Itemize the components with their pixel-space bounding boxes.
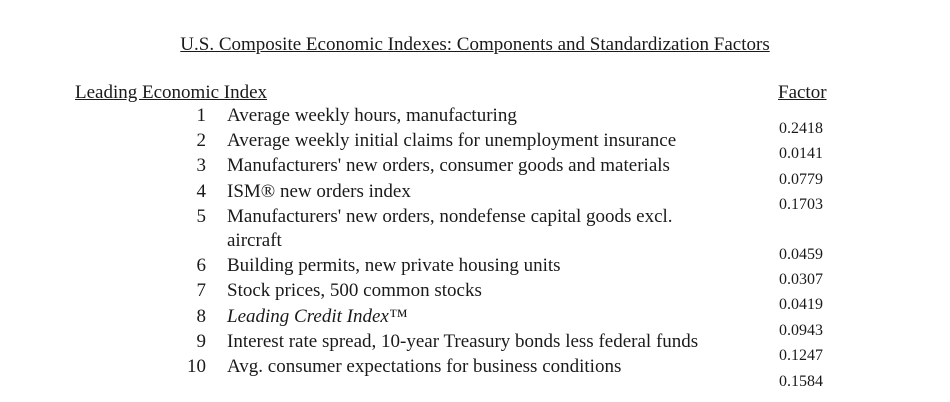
row-number: 4 — [196, 181, 207, 202]
row-factor: 0.0779 — [779, 171, 823, 188]
row-number: 5 — [196, 206, 207, 227]
row-number: 1 — [196, 105, 207, 126]
row-factor: 0.1584 — [779, 373, 823, 390]
row-factor: 0.1703 — [779, 196, 823, 213]
section-header: Leading Economic Index — [75, 82, 268, 103]
row-label: ISM® new orders index — [227, 181, 411, 202]
row-number: 10 — [187, 356, 206, 377]
row-label-continued: aircraft — [227, 230, 282, 251]
row-factor: 0.1247 — [779, 347, 823, 364]
row-number: 3 — [196, 155, 207, 176]
row-factor: 0.0307 — [779, 271, 823, 288]
row-factor: 0.2418 — [779, 120, 823, 137]
row-label: Building permits, new private housing un… — [227, 255, 561, 276]
row-label: Manufacturers' new orders, consumer good… — [227, 155, 670, 176]
row-label: Manufacturers' new orders, nondefense ca… — [227, 206, 673, 227]
row-label: Avg. consumer expectations for business … — [227, 356, 622, 377]
row-factor: 0.0459 — [779, 246, 823, 263]
row-factor: 0.0141 — [779, 145, 823, 162]
row-label: Average weekly initial claims for unempl… — [227, 130, 677, 151]
row-number: 7 — [196, 280, 207, 301]
row-label: Leading Credit Index™ — [227, 306, 408, 327]
row-label: Interest rate spread, 10-year Treasury b… — [227, 331, 699, 352]
row-factor: 0.0943 — [779, 322, 823, 339]
row-number: 2 — [196, 130, 207, 151]
document-title: U.S. Composite Economic Indexes: Compone… — [180, 34, 770, 55]
row-factor: 0.0419 — [779, 296, 823, 313]
row-number: 9 — [196, 331, 207, 352]
row-number: 8 — [196, 306, 207, 327]
row-label: Average weekly hours, manufacturing — [227, 105, 517, 126]
row-label: Stock prices, 500 common stocks — [227, 280, 482, 301]
row-number: 6 — [196, 255, 207, 276]
factor-header: Factor — [778, 82, 827, 103]
